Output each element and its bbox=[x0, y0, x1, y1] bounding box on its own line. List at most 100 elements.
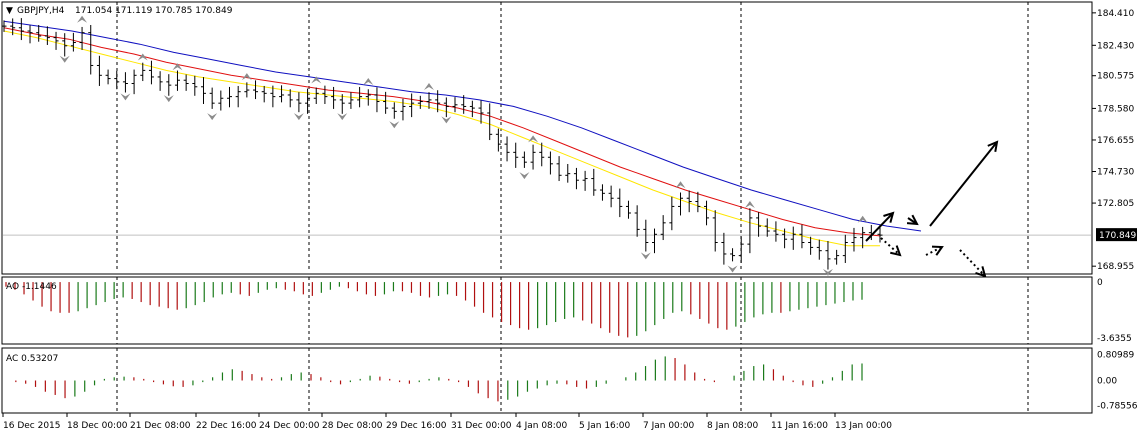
fractal-up-marker bbox=[241, 73, 252, 81]
ao-histogram bbox=[5, 282, 863, 338]
price-bar bbox=[782, 228, 788, 249]
price-bar bbox=[851, 227, 857, 252]
arrow-right-dotted-head bbox=[931, 245, 944, 256]
price-bar bbox=[426, 92, 432, 109]
price-bar bbox=[539, 142, 545, 167]
ao-panel-frame bbox=[1, 276, 1093, 345]
price-tick-label: 168.955 bbox=[1097, 262, 1134, 272]
ac-tick-label: 0.80989 bbox=[1097, 350, 1134, 360]
price-bar bbox=[322, 85, 328, 104]
time-tick-label: 7 Jan 00:00 bbox=[643, 421, 695, 431]
fractal-down-marker bbox=[519, 172, 530, 180]
price-bar bbox=[686, 190, 692, 213]
price-bar bbox=[313, 87, 319, 104]
price-tick-label: 172.805 bbox=[1097, 199, 1134, 209]
fractal-down-marker bbox=[822, 268, 833, 276]
fractal-up-marker bbox=[857, 215, 868, 223]
price-bar bbox=[478, 100, 484, 124]
projection-arrows bbox=[865, 140, 999, 278]
price-bar bbox=[443, 97, 449, 118]
price-bar bbox=[409, 93, 415, 118]
price-bar bbox=[712, 210, 718, 252]
price-bar bbox=[140, 62, 146, 82]
price-bar bbox=[625, 200, 631, 219]
fractal-up-marker bbox=[172, 63, 183, 71]
price-bar bbox=[582, 170, 588, 191]
price-bar bbox=[200, 77, 206, 104]
price-bar bbox=[678, 192, 684, 216]
price-bar bbox=[591, 168, 597, 196]
price-bar bbox=[88, 24, 94, 75]
price-bar bbox=[192, 75, 198, 96]
time-tick-label: 11 Jan 16:00 bbox=[771, 421, 828, 431]
price-tick-label: 178.580 bbox=[1097, 104, 1134, 114]
price-bar bbox=[704, 200, 710, 226]
price-bar bbox=[599, 184, 605, 201]
arrow-right-dotted bbox=[925, 245, 944, 256]
price-bar bbox=[157, 71, 163, 91]
arrow-down-long-dotted bbox=[959, 249, 987, 278]
ao-tick-label: -3.6355 bbox=[1097, 334, 1132, 344]
price-bar bbox=[36, 24, 42, 42]
price-bar bbox=[651, 228, 657, 254]
price-bar bbox=[244, 82, 250, 98]
ac-tick-label: -0.78556 bbox=[1097, 402, 1138, 412]
arrow-up-long bbox=[929, 140, 999, 227]
price-bar bbox=[547, 151, 553, 175]
price-bar bbox=[764, 218, 770, 237]
arrow-down-dotted bbox=[880, 237, 902, 257]
price-bar bbox=[209, 87, 215, 109]
fractal-down-marker bbox=[207, 113, 218, 121]
price-tick-label: 182.430 bbox=[1097, 41, 1134, 51]
arrow-down-dotted-head bbox=[890, 245, 902, 257]
price-bar bbox=[122, 72, 128, 93]
fractal-markers bbox=[59, 15, 868, 276]
price-bar bbox=[790, 226, 796, 250]
price-bar bbox=[62, 33, 68, 57]
price-bar bbox=[70, 32, 76, 52]
time-tick-label: 16 Dec 2015 bbox=[3, 421, 61, 431]
price-bar bbox=[634, 205, 640, 237]
arrow-down-long-dotted-head bbox=[975, 266, 987, 278]
vertical-grid bbox=[116, 2, 1029, 413]
price-bar bbox=[105, 69, 111, 85]
price-bar bbox=[469, 100, 475, 118]
time-tick-label: 24 Dec 00:00 bbox=[259, 421, 320, 431]
ac-tick-label: 0.00 bbox=[1097, 377, 1117, 387]
fractal-down-marker bbox=[293, 113, 304, 121]
price-bar bbox=[660, 215, 666, 241]
price-bar bbox=[18, 18, 24, 41]
price-bar bbox=[825, 241, 831, 270]
price-bar bbox=[114, 70, 120, 90]
price-bar bbox=[573, 167, 579, 190]
price-bar bbox=[27, 25, 33, 44]
time-tick-label: 31 Dec 00:00 bbox=[451, 421, 512, 431]
chart-header-arrow[interactable]: ▼ bbox=[6, 6, 13, 16]
price-bar bbox=[521, 151, 527, 168]
arrow-up-short-head bbox=[883, 211, 895, 223]
fractal-down-marker bbox=[640, 252, 651, 260]
price-bar bbox=[617, 188, 623, 218]
price-bar bbox=[183, 74, 189, 91]
time-tick-label: 5 Jan 16:00 bbox=[579, 421, 631, 431]
price-bar bbox=[730, 248, 736, 262]
fractal-up-marker bbox=[744, 200, 755, 208]
time-tick-label: 28 Dec 08:00 bbox=[322, 421, 383, 431]
current-price-box bbox=[1096, 228, 1137, 242]
price-bar bbox=[816, 239, 822, 260]
fractal-down-marker bbox=[337, 113, 348, 121]
price-bar bbox=[331, 86, 337, 109]
price-bar bbox=[461, 95, 467, 114]
moving-averages bbox=[3, 20, 922, 247]
price-bar bbox=[131, 69, 137, 95]
arrow-up-long-shaft bbox=[929, 141, 998, 227]
price-bar bbox=[643, 219, 649, 252]
fractal-down-marker bbox=[120, 93, 131, 101]
fractal-up-marker bbox=[311, 76, 322, 84]
price-tick-label: 174.730 bbox=[1097, 168, 1134, 178]
ma-mid-line bbox=[3, 27, 881, 237]
price-bar bbox=[383, 91, 389, 114]
price-tick-label: 176.655 bbox=[1097, 136, 1134, 146]
